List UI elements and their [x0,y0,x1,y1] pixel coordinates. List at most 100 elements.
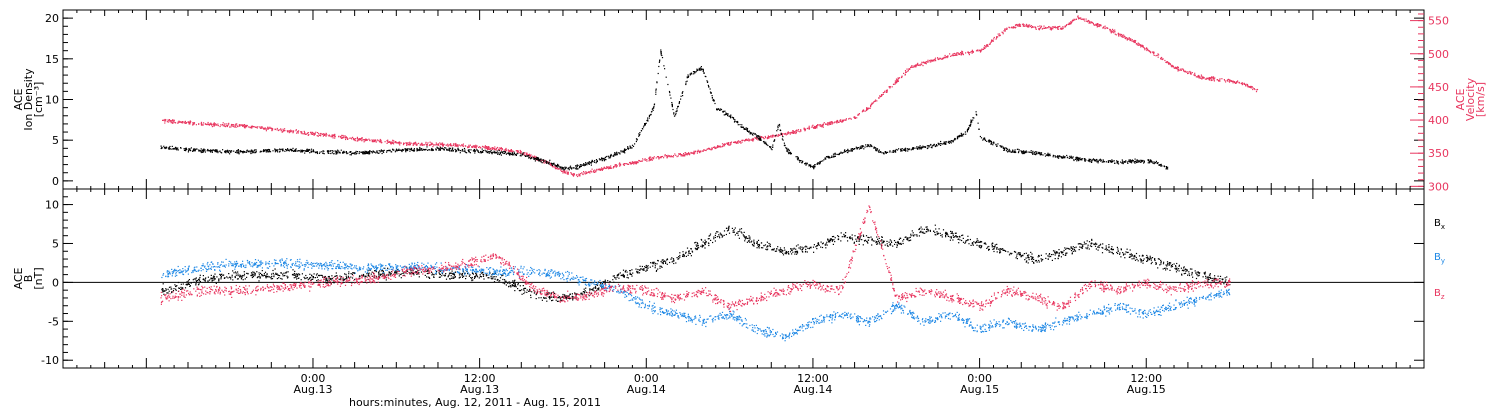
density-series-point [773,139,776,141]
velocity-series-point [300,131,302,133]
velocity-series-point [213,122,215,124]
velocity-series-point [896,80,898,83]
velocity-series-point [1227,80,1229,82]
density-series-point [183,148,185,150]
density-series-point [993,142,995,144]
density-series-point [931,147,933,149]
velocity-series-point [1075,18,1077,20]
b-x-series-point [272,272,274,274]
density-series-point [1034,152,1036,154]
density-series-point [647,117,649,119]
b-x-series-point [274,268,276,270]
velocity-series-point [961,53,963,55]
velocity-series-point [808,127,811,129]
velocity-series-point [693,151,695,153]
velocity-series-point [777,135,779,137]
velocity-series-point [280,130,282,132]
density-series-point [1107,161,1109,163]
density-series-point [329,150,331,152]
velocity-series-point [1026,25,1028,28]
velocity-series-point [1018,25,1020,27]
density-series-point [377,152,379,154]
density-series-point [851,148,853,150]
velocity-series-point [1023,24,1025,26]
density-series-point [1029,151,1031,153]
b-x-series-point [410,270,412,272]
velocity-series-point [620,164,622,166]
density-series-point [237,149,239,151]
velocity-series-point [938,58,940,60]
velocity-series-point [993,38,995,40]
density-series-point [563,167,565,169]
density-series-point [653,105,655,108]
density-series-point [954,137,956,140]
b-x-series-point [304,278,306,280]
density-series-point [716,109,719,111]
density-series-point [1008,148,1010,150]
density-series-point [649,114,652,116]
density-series-point [203,148,205,150]
density-series-point [368,153,371,155]
velocity-series-point [1054,25,1056,28]
density-series-point [1165,168,1167,170]
density-series-point [328,150,330,152]
velocity-series-point [1095,23,1098,25]
velocity-series-point [238,125,240,127]
velocity-series-point [1146,48,1148,50]
density-series-point [731,116,733,118]
velocity-series-point [608,166,610,168]
velocity-series-point [509,150,511,152]
density-series-point [689,73,691,75]
b-x-series-point [424,274,426,276]
velocity-series-point [1202,76,1204,78]
b-x-series-point [470,277,472,279]
velocity-series-point [334,133,336,135]
density-series-point [559,167,561,169]
velocity-series-point [822,124,824,127]
density-series-point [681,92,683,94]
velocity-series-point [775,135,777,137]
velocity-series-point [1048,26,1050,28]
velocity-series-point [1142,46,1144,48]
velocity-series-point [676,156,678,158]
velocity-series-point [1120,35,1122,37]
velocity-series-point [232,125,234,127]
b-x-series-point [213,279,215,281]
b-x-series-point [350,273,352,275]
velocity-series-point [972,51,974,53]
density-series-point [251,152,253,154]
density-series-point [346,153,348,155]
b-x-series-point [472,279,474,281]
density-series-point [695,71,697,73]
density-series-point [386,151,388,153]
b-x-series-point [199,280,201,283]
velocity-ytick-label: 350 [1428,147,1449,160]
density-series-point [504,152,506,154]
b-x-series-point [280,272,282,274]
velocity-series-point [256,127,258,129]
b-x-series-point [258,274,260,276]
density-series-point [917,148,919,150]
b-x-series-point [381,273,383,275]
b-x-series-point [162,283,164,285]
density-series-point [922,145,924,147]
density-series-point [600,158,602,160]
density-series-point [164,147,166,149]
b-x-series-point [472,272,474,274]
density-series-point [644,123,646,125]
density-series-point [484,149,486,151]
b-x-series-point [295,273,297,275]
b-x-series-point [480,276,482,278]
velocity-series-point [1150,51,1152,53]
top-ytick-label: 5 [52,134,59,147]
density-series-point [245,151,248,153]
velocity-series-point [429,144,431,146]
velocity-series-point [771,134,773,136]
velocity-series-point [210,123,212,125]
density-series-point [479,152,481,154]
density-series-point [413,150,415,152]
density-series-point [493,150,495,152]
velocity-series-point [599,168,601,170]
density-series-point [828,157,830,159]
density-series-point [455,151,457,153]
